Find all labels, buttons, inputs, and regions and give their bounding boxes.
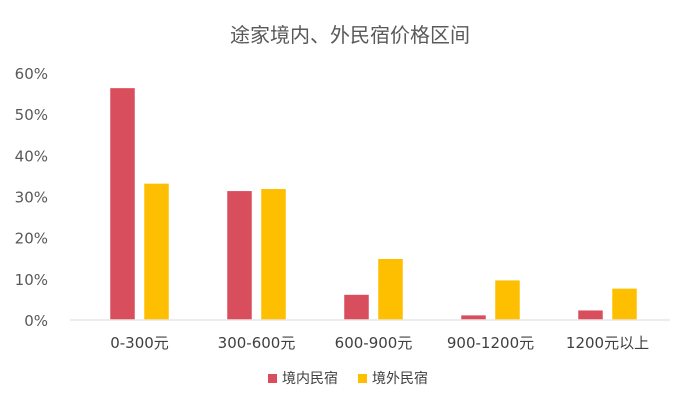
bar-overseas (610, 287, 639, 321)
y-tick-label: 40% (15, 147, 48, 165)
legend-swatch (358, 374, 367, 383)
bar-domestic (225, 189, 254, 321)
bar-overseas (493, 278, 522, 321)
legend-swatch (268, 374, 277, 383)
bar-domestic (576, 308, 605, 321)
bar-domestic (342, 293, 371, 321)
y-tick-label: 0% (24, 312, 48, 330)
x-tick-label: 900-1200元 (447, 334, 534, 352)
x-tick-label: 0-300元 (110, 334, 169, 352)
y-tick-label: 30% (15, 189, 48, 207)
y-tick-label: 50% (15, 106, 48, 124)
x-tick-label: 1200元以上 (566, 334, 649, 352)
x-tick-label: 300-600元 (218, 334, 296, 352)
bars (108, 86, 639, 321)
legend-label: 境内民宿 (282, 370, 338, 387)
x-tick-label: 600-900元 (335, 334, 413, 352)
y-tick-label: 10% (15, 271, 48, 289)
y-tick-label: 60% (15, 65, 48, 83)
y-tick-label: 20% (15, 230, 48, 248)
chart-title: 途家境内、外民宿价格区间 (230, 23, 470, 47)
legend-label: 境外民宿 (372, 370, 428, 387)
bar-overseas (376, 257, 405, 321)
y-axis: 0% 10% 20% 30% 40% 50% 60% (15, 65, 48, 330)
x-axis: 0-300元 300-600元 600-900元 900-1200元 1200元以上 (70, 319, 670, 352)
bar-domestic (108, 86, 137, 321)
legend: 境内民宿 境外民宿 (268, 370, 428, 387)
bar-domestic (459, 313, 488, 321)
bar-overseas (259, 187, 288, 321)
bar-overseas (142, 182, 171, 321)
